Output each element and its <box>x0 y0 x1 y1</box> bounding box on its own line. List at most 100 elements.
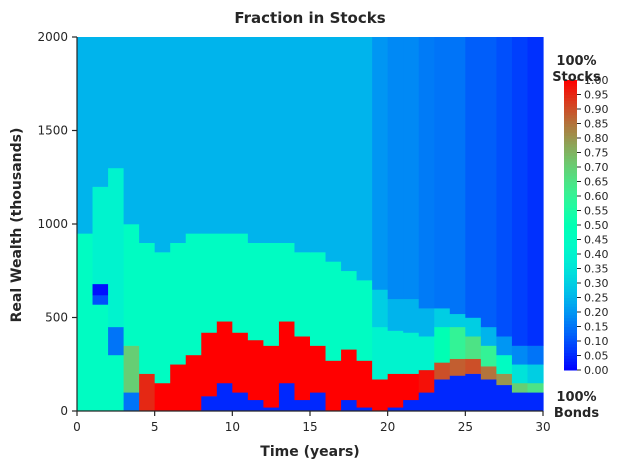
colorbar-segment-80 <box>564 135 577 139</box>
heat-cell-t4-s1 <box>139 242 156 374</box>
colorbar-tick-label-0.85: 0.85 <box>584 118 609 131</box>
colorbar-segment-94 <box>564 94 577 98</box>
colorbar: 0.000.05 0.100.15 0.200.25 0.300.35 0.400.45… <box>552 54 608 421</box>
x-tick-label-25: 25 <box>458 420 473 434</box>
heat-cell-t18-s0 <box>356 407 373 412</box>
colorbar-tick-label-0.35: 0.35 <box>584 263 609 276</box>
x-tick-label-30: 30 <box>535 420 550 434</box>
colorbar-tick-label-0.95: 0.95 <box>584 89 609 102</box>
heat-cell-t7-s0 <box>185 354 202 412</box>
colorbar-segment-53 <box>564 213 577 217</box>
heat-cell-t20-s3 <box>387 298 404 331</box>
heat-cell-t0-s0 <box>77 233 94 412</box>
colorbar-tick-label-0.90: 0.90 <box>584 103 609 116</box>
heat-cell-t18-s1 <box>356 360 373 408</box>
heat-cell-t10-s3 <box>232 37 249 234</box>
colorbar-tick-label-0.60: 0.60 <box>584 190 609 203</box>
heat-cell-t2-s1 <box>108 326 125 356</box>
heat-cell-t9-s3 <box>216 37 233 234</box>
heat-cell-t20-s4 <box>387 37 404 300</box>
colorbar-segment-92 <box>564 100 577 104</box>
colorbar-segment-70 <box>564 164 577 168</box>
x-axis: 0 5 10 15 20 25 30 <box>73 410 551 434</box>
colorbar-segment-41 <box>564 248 577 252</box>
heat-cell-t2-s3 <box>108 37 125 169</box>
colorbar-segment-45 <box>564 236 577 240</box>
heat-cell-t21-s4 <box>403 37 420 300</box>
heat-cell-t29-s3 <box>527 345 544 365</box>
heat-cell-t1-s4 <box>92 37 109 187</box>
heat-cell-t25-s1 <box>465 358 482 374</box>
heat-cell-t11-s2 <box>247 242 264 341</box>
x-tick-label-0: 0 <box>73 420 81 434</box>
colorbar-segment-22 <box>564 303 577 307</box>
y-axis: 0 500 1000 1500 2000 <box>37 30 78 418</box>
heat-cell-t14-s0 <box>294 399 311 412</box>
heat-cell-t12-s3 <box>263 37 280 243</box>
x-tick-label-15: 15 <box>302 420 317 434</box>
colorbar-segment-29 <box>564 283 577 287</box>
colorbar-segment-8 <box>564 343 577 348</box>
colorbar-segment-56 <box>564 204 577 209</box>
colorbar-segment-0 <box>564 367 577 371</box>
heat-cell-t17-s3 <box>341 37 358 272</box>
heat-cell-t5-s1 <box>154 252 171 384</box>
heat-cell-t13-s3 <box>278 37 296 243</box>
colorbar-segment-99 <box>564 80 577 84</box>
colorbar-segment-93 <box>564 97 577 101</box>
heat-cell-t8-s1 <box>201 332 218 397</box>
heatmap-cells <box>77 37 544 412</box>
colorbar-segment-72 <box>564 158 577 162</box>
colorbar-segment-30 <box>564 280 577 284</box>
heat-cell-t6-s2 <box>170 37 187 243</box>
heat-cell-t3-s3 <box>123 37 140 225</box>
heat-cell-t22-s1 <box>418 369 435 393</box>
heat-cell-t15-s1 <box>310 345 327 393</box>
heat-cell-t26-s0 <box>480 379 497 412</box>
colorbar-segment-55 <box>564 207 577 211</box>
colorbar-bottom-label-line1: 100% <box>556 390 596 405</box>
colorbar-tick-label-0.10: 0.10 <box>584 335 609 348</box>
heat-cell-t10-s2 <box>232 233 249 333</box>
colorbar-segment-73 <box>564 155 577 159</box>
heat-cell-t19-s2 <box>372 326 389 380</box>
heat-cell-t24-s2 <box>449 326 466 359</box>
colorbar-segment-15 <box>564 323 577 327</box>
heat-cell-t11-s0 <box>247 399 264 412</box>
colorbar-segment-68 <box>564 169 577 174</box>
heat-cell-t28-s4 <box>511 37 529 346</box>
heat-cell-t12-s2 <box>263 242 280 346</box>
colorbar-segment-19 <box>564 312 577 316</box>
colorbar-segment-17 <box>564 317 577 322</box>
colorbar-tick-label-0.20: 0.20 <box>584 306 609 319</box>
heat-cell-t17-s0 <box>341 399 358 412</box>
heat-cell-t20-s0 <box>387 407 404 412</box>
colorbar-segment-34 <box>564 268 577 272</box>
heat-cell-t20-s1 <box>387 373 404 408</box>
heat-cell-t22-s4 <box>418 37 435 309</box>
heat-cell-t27-s4 <box>496 37 513 337</box>
colorbar-segment-95 <box>564 91 577 95</box>
colorbar-tick-label-0.30: 0.30 <box>584 277 609 290</box>
colorbar-segment-88 <box>564 111 577 116</box>
colorbar-segment-9 <box>564 341 577 345</box>
colorbar-segment-44 <box>564 239 577 243</box>
heat-cell-t6-s0 <box>170 364 187 412</box>
heat-cell-t26-s4 <box>480 37 497 328</box>
heat-cell-t29-s4 <box>527 37 544 346</box>
y-tick-label-1500: 1500 <box>37 124 68 138</box>
colorbar-segment-38 <box>564 256 577 261</box>
colorbar-segment-47 <box>564 230 577 235</box>
heat-cell-t13-s0 <box>278 382 296 412</box>
colorbar-tick-label-0.70: 0.70 <box>584 161 609 174</box>
heat-cell-t18-s3 <box>356 37 373 281</box>
colorbar-segment-79 <box>564 138 577 142</box>
heat-cell-t11-s3 <box>247 37 264 243</box>
colorbar-segment-24 <box>564 297 577 301</box>
colorbar-segment-64 <box>564 181 577 185</box>
heat-cell-t22-s2 <box>418 336 435 371</box>
colorbar-segment-26 <box>564 291 577 296</box>
heat-cell-t5-s2 <box>154 37 171 253</box>
colorbar-top-label-line2: Stocks <box>552 70 601 85</box>
